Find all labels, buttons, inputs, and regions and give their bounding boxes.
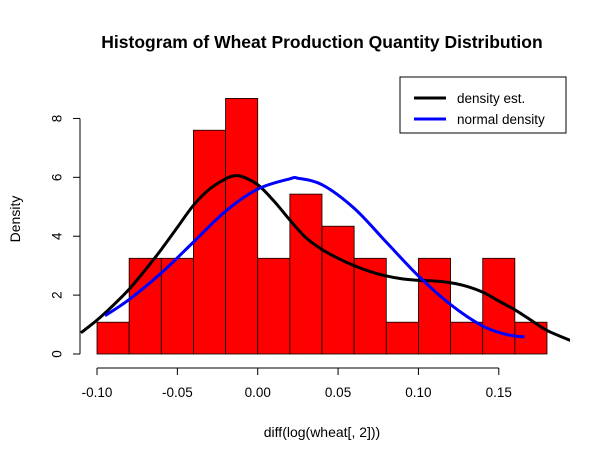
y-axis: 0 2 4 6 8: [50, 115, 81, 358]
density-curves: [80, 173, 570, 342]
y-tick-label-4: 8: [50, 115, 65, 123]
y-axis-label: Density: [7, 196, 23, 243]
histogram-bars: [96, 98, 548, 355]
x-tick-label-5: 0.15: [486, 385, 512, 400]
histogram-bar-11: [450, 321, 484, 355]
histogram-bar-6: [289, 193, 323, 355]
histogram-bar-7: [321, 225, 355, 355]
histogram-bar-1: [128, 257, 162, 355]
histogram-bar-10: [418, 257, 451, 355]
x-axis-label: diff(log(wheat[, 2])): [264, 424, 380, 440]
y-tick-label-3: 6: [50, 174, 65, 182]
legend-label-density-est: density est.: [457, 91, 525, 106]
series-line-0: [80, 173, 570, 342]
legend-label-normal-density: normal density: [457, 112, 545, 127]
y-tick-label-1: 2: [50, 291, 65, 299]
histogram-bar-9: [385, 321, 419, 355]
legend: density est. normal density: [399, 76, 567, 134]
legend-box: [399, 76, 567, 134]
histogram-bar-2: [160, 257, 194, 355]
histogram-bar-3: [193, 129, 226, 355]
histogram-bar-5: [257, 257, 291, 355]
x-tick-label-0: -0.10: [82, 385, 113, 400]
x-tick-label-4: 0.10: [405, 385, 431, 400]
histogram-bar-4: [225, 98, 259, 355]
y-tick-label-0: 0: [50, 350, 65, 358]
x-axis: -0.10 -0.05 0.00 0.05 0.10 0.15: [82, 367, 512, 400]
histogram-bar-0: [96, 321, 130, 355]
x-tick-label-1: -0.05: [162, 385, 193, 400]
series-line-1: [104, 175, 525, 339]
y-tick-label-2: 4: [50, 232, 65, 240]
x-tick-label-2: 0.00: [245, 385, 271, 400]
x-tick-label-3: 0.05: [325, 385, 351, 400]
chart-title: Histogram of Wheat Production Quantity D…: [101, 32, 542, 52]
